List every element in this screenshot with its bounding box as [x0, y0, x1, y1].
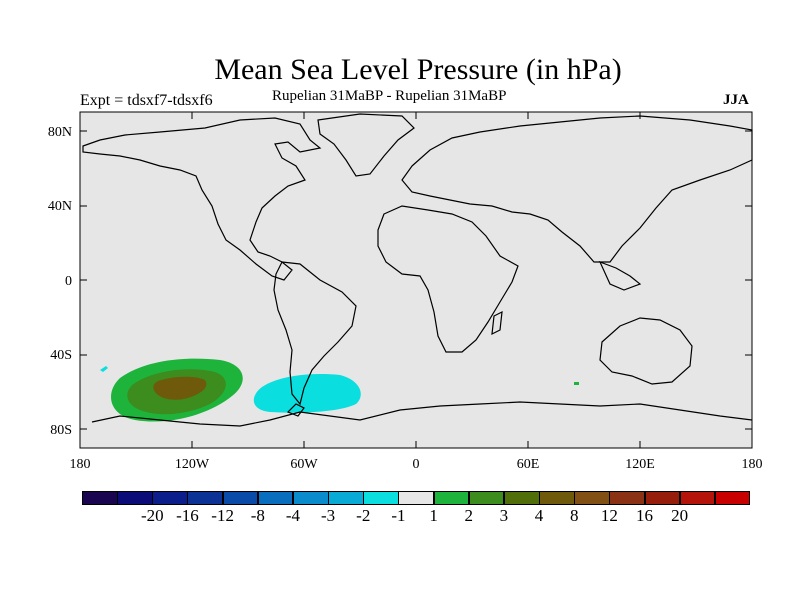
x-tick-label: 60W [290, 457, 318, 472]
colorbar-label: 16 [636, 506, 654, 525]
y-tick-label: 40N [47, 199, 72, 214]
colorbar-label: -1 [391, 506, 406, 525]
colorbar-label: -8 [250, 506, 265, 525]
colorbar-label: 20 [671, 506, 689, 525]
colorbar-box [433, 491, 470, 505]
colorbar-box [714, 491, 751, 505]
anomaly-fields [100, 358, 579, 422]
coastlines [82, 113, 753, 427]
x-tick-label: 0 [412, 457, 420, 472]
colorbar-box [468, 491, 505, 505]
colorbar-label: -3 [321, 506, 336, 525]
colorbar-box [292, 491, 329, 505]
colorbar-label: -12 [211, 506, 234, 525]
y-tick-label: 80N [47, 125, 72, 140]
colorbar-box [644, 491, 681, 505]
colorbar-box [117, 491, 153, 505]
season-label: JJA [723, 92, 749, 108]
coastline-africa [377, 205, 519, 353]
coastline-australia [599, 317, 693, 385]
chart-title: Mean Sea Level Pressure (in hPa) [214, 53, 622, 86]
colorbar-label: 4 [534, 506, 544, 525]
colorbar-box [328, 491, 364, 505]
x-tick-label: 180 [69, 457, 91, 472]
colorbar-box [679, 491, 716, 505]
colorbar-box [574, 491, 610, 505]
coastline-antarctica [91, 401, 753, 427]
period-label: Rupelian 31MaBP - Rupelian 31MaBP [272, 88, 507, 104]
colorbar-box [363, 491, 399, 505]
colorbar-box [82, 491, 118, 505]
coastline-madagascar [491, 310, 503, 336]
x-tick-label: 120E [625, 457, 655, 472]
experiment-label: Expt = tdsxf7-tdsxf6 [80, 92, 213, 109]
colorbar-box [503, 491, 540, 505]
x-tick-label: 60E [516, 457, 540, 472]
anomaly-spot-negative-1 [100, 366, 108, 372]
colorbar-box [257, 491, 294, 505]
colorbar-box [539, 491, 575, 505]
coastline-antarctic-peninsula [286, 403, 305, 417]
colorbar-label: -4 [285, 506, 301, 525]
colorbar-label: 1 [429, 506, 438, 525]
y-tick-label: 0 [65, 274, 72, 289]
colorbar-label: 2 [464, 506, 473, 525]
colorbar-label: 3 [499, 506, 509, 525]
coastline-southeast-asia [598, 260, 642, 291]
y-tick-label: 80S [50, 423, 72, 438]
anomaly-region-positive-4 [153, 376, 207, 400]
anomaly-region-negative-1 [253, 374, 361, 413]
colorbar-box [187, 491, 224, 505]
colorbar-label: -20 [140, 506, 164, 525]
x-tick-label: 120W [174, 457, 210, 472]
colorbar-box [222, 491, 259, 505]
coastline-north-america [82, 117, 322, 281]
colorbar-box [398, 491, 435, 505]
coastline-eurasia [401, 115, 753, 263]
colorbar-label: 8 [569, 506, 579, 525]
colorbar-box [609, 491, 646, 505]
anomaly-spot-positive-2 [574, 382, 579, 385]
x-tick-label: 180 [741, 457, 763, 472]
y-tick-label: 40S [50, 348, 72, 363]
coastline-south-america [273, 261, 357, 406]
colorbar-label: 12 [600, 506, 618, 525]
axis-ticks [79, 112, 753, 448]
colorbar-box [152, 491, 188, 505]
colorbar-label: -16 [176, 506, 199, 525]
coastline-greenland [317, 113, 415, 177]
colorbar-label: -2 [356, 506, 371, 525]
